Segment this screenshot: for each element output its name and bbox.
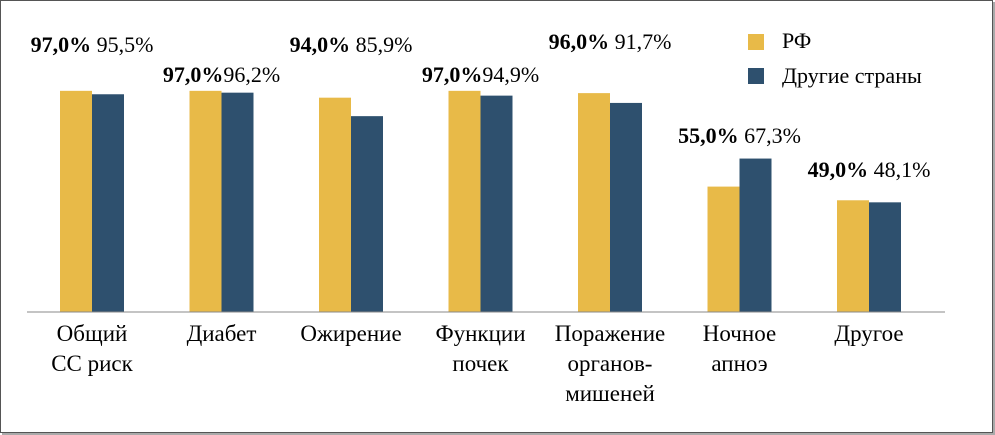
- bar-rf-4: [578, 93, 610, 313]
- category-label-5: Ночное апноэ: [703, 321, 776, 376]
- data-label-other-countries-5: 67,3%: [739, 123, 801, 148]
- bar-other-countries-5: [739, 158, 772, 312]
- bar-rf-1: [189, 90, 222, 312]
- legend-label-other-countries: Другие страны: [782, 63, 922, 88]
- category-label-4: Поражение органов-мишеней: [555, 321, 665, 406]
- bar-rf-5: [707, 186, 740, 312]
- category-label-1: Диабет: [187, 321, 257, 346]
- data-label-pair-4: 96,0% 91,7%: [549, 29, 672, 54]
- legend: РФ Другие страны: [748, 28, 922, 88]
- category-label-0: Общий СС риск: [51, 321, 133, 376]
- data-label-rf-4: 96,0%: [549, 29, 610, 54]
- bar-other-countries-3: [480, 95, 513, 313]
- data-label-other-countries-3: 94,9%: [482, 62, 539, 87]
- data-label-rf-2: 94,0%: [290, 32, 351, 57]
- data-label-pair-2: 94,0% 85,9%: [290, 32, 413, 57]
- bar-rf-6: [837, 200, 869, 312]
- category-labels-layer: Общий СС риск Диабет Ожирение Функции почек По…: [51, 321, 903, 406]
- data-label-other-countries-1: 96,2%: [223, 62, 280, 87]
- bar-other-countries-0: [92, 94, 124, 312]
- data-label-other-countries-2: 85,9%: [350, 32, 412, 57]
- category-label-2: Ожирение: [300, 321, 401, 346]
- bar-other-countries-4: [610, 102, 642, 312]
- data-label-pair-0: 97,0% 95,5%: [31, 32, 154, 57]
- data-label-pair-1: 97,0%96,2%: [163, 62, 280, 87]
- bars-layer: [60, 90, 901, 313]
- data-label-rf-1: 97,0%: [163, 62, 224, 87]
- data-label-other-countries-6: 48,1%: [868, 157, 930, 182]
- data-label-other-countries-4: 91,7%: [609, 29, 671, 54]
- data-label-rf-3: 97,0%: [422, 62, 483, 87]
- bar-other-countries-1: [221, 92, 254, 312]
- bar-other-countries-6: [869, 202, 901, 312]
- data-label-pair-3: 97,0%94,9%: [422, 62, 539, 87]
- legend-swatch-rf: [748, 34, 764, 50]
- data-labels-layer: 97,0% 95,5%97,0%96,2%94,0% 85,9%97,0%94,…: [31, 29, 931, 182]
- data-label-pair-5: 55,0% 67,3%: [678, 123, 801, 148]
- data-label-rf-0: 97,0%: [31, 32, 92, 57]
- bar-other-countries-2: [351, 116, 383, 312]
- category-label-3: Функции почек: [435, 321, 525, 376]
- bar-rf-3: [448, 90, 481, 312]
- bar-rf-2: [319, 97, 351, 313]
- category-label-6: Другое: [834, 321, 903, 346]
- legend-label-rf: РФ: [782, 28, 811, 53]
- data-label-rf-5: 55,0%: [678, 123, 739, 148]
- data-label-rf-6: 49,0%: [808, 157, 869, 182]
- data-label-other-countries-0: 95,5%: [91, 32, 153, 57]
- data-label-pair-6: 49,0% 48,1%: [808, 157, 931, 182]
- bar-rf-0: [60, 90, 92, 312]
- legend-swatch-other-countries: [748, 68, 764, 84]
